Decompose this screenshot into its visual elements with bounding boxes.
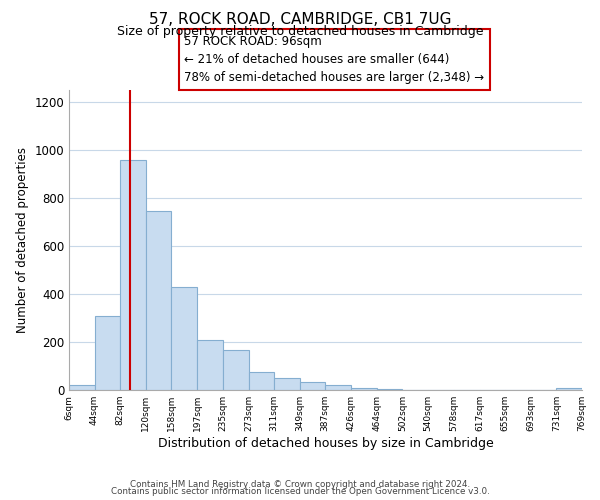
Bar — [120, 160, 146, 390]
Bar — [69, 385, 95, 390]
X-axis label: Distribution of detached houses by size in Cambridge: Distribution of detached houses by size … — [158, 437, 493, 450]
Y-axis label: Number of detached properties: Number of detached properties — [16, 147, 29, 333]
Bar — [325, 385, 352, 390]
Bar — [146, 211, 171, 390]
Bar — [274, 378, 299, 390]
Text: Contains public sector information licensed under the Open Government Licence v3: Contains public sector information licen… — [110, 487, 490, 496]
Bar — [197, 340, 223, 390]
Bar — [223, 350, 248, 390]
Text: 57, ROCK ROAD, CAMBRIDGE, CB1 7UG: 57, ROCK ROAD, CAMBRIDGE, CB1 7UG — [149, 12, 451, 28]
Text: 57 ROCK ROAD: 96sqm
← 21% of detached houses are smaller (644)
78% of semi-detac: 57 ROCK ROAD: 96sqm ← 21% of detached ho… — [184, 35, 485, 84]
Bar — [556, 388, 582, 390]
Bar — [248, 372, 274, 390]
Bar — [171, 287, 197, 390]
Bar — [377, 389, 403, 390]
Bar — [95, 316, 120, 390]
Text: Size of property relative to detached houses in Cambridge: Size of property relative to detached ho… — [117, 25, 483, 38]
Bar — [352, 388, 377, 390]
Bar — [299, 382, 325, 390]
Text: Contains HM Land Registry data © Crown copyright and database right 2024.: Contains HM Land Registry data © Crown c… — [130, 480, 470, 489]
